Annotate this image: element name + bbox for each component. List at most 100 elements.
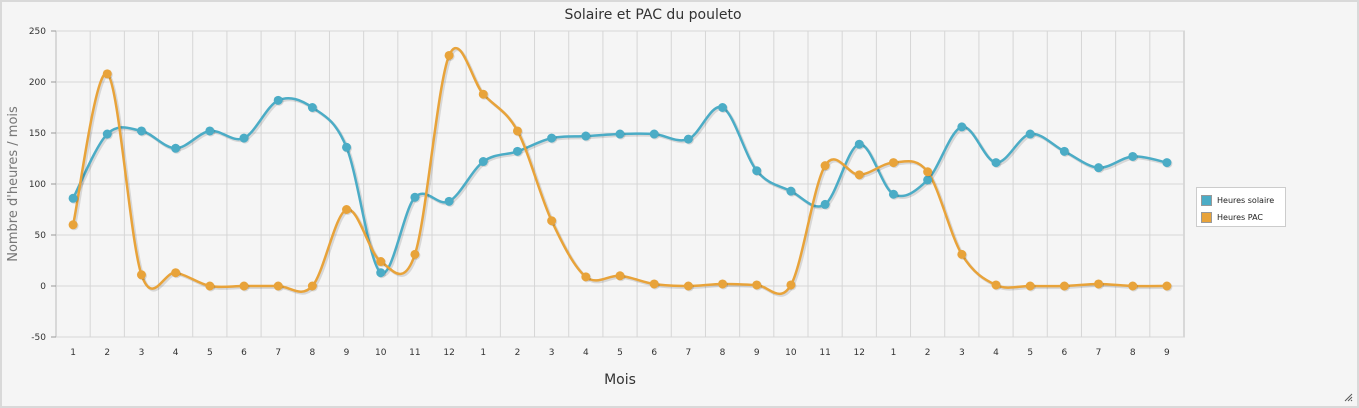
x-tick-label: 3	[959, 348, 965, 358]
x-tick-label: 12	[854, 348, 865, 358]
data-point-pac[interactable]	[854, 170, 864, 180]
data-point-pac[interactable]	[820, 161, 830, 171]
data-point-pac[interactable]	[1094, 279, 1104, 289]
data-point-pac[interactable]	[1162, 281, 1172, 291]
y-tick-label: 100	[29, 180, 46, 190]
data-point-solaire[interactable]	[273, 95, 283, 105]
data-point-solaire[interactable]	[581, 131, 591, 141]
y-axis-label: Nombre d'heures / mois	[6, 106, 21, 262]
data-point-solaire[interactable]	[1162, 158, 1172, 168]
data-point-pac[interactable]	[478, 89, 488, 99]
data-point-solaire[interactable]	[820, 199, 830, 209]
data-point-solaire[interactable]	[1059, 146, 1069, 156]
data-point-pac[interactable]	[615, 271, 625, 281]
data-point-pac[interactable]	[68, 220, 78, 230]
legend-label-pac: Heures PAC	[1217, 212, 1263, 222]
data-point-pac[interactable]	[1059, 281, 1069, 291]
data-point-pac[interactable]	[239, 281, 249, 291]
legend: Heures solaire Heures PAC	[1196, 187, 1286, 227]
y-tick-label: 200	[29, 78, 46, 88]
data-point-pac[interactable]	[102, 69, 112, 79]
chart-title: Solaire et PAC du pouleto	[564, 7, 741, 23]
data-point-pac[interactable]	[410, 249, 420, 259]
x-tick-label: 6	[1061, 348, 1067, 358]
legend-swatch-pac	[1201, 211, 1212, 223]
data-point-solaire[interactable]	[888, 189, 898, 199]
data-point-pac[interactable]	[718, 279, 728, 289]
data-point-pac[interactable]	[444, 50, 454, 60]
x-tick-label: 7	[685, 348, 691, 358]
x-tick-label: 1	[891, 348, 897, 358]
data-point-pac[interactable]	[205, 281, 215, 291]
data-point-pac[interactable]	[136, 270, 146, 280]
data-point-pac[interactable]	[752, 280, 762, 290]
data-point-solaire[interactable]	[957, 122, 967, 132]
x-tick-label: 1	[480, 348, 486, 358]
legend-item-solaire[interactable]: Heures solaire	[1201, 192, 1281, 208]
data-point-pac[interactable]	[683, 281, 693, 291]
data-point-pac[interactable]	[547, 216, 557, 226]
data-point-solaire[interactable]	[615, 129, 625, 139]
data-point-pac[interactable]	[581, 272, 591, 282]
data-point-solaire[interactable]	[136, 126, 146, 136]
x-tick-label: 9	[754, 348, 760, 358]
data-point-solaire[interactable]	[1128, 151, 1138, 161]
data-point-pac[interactable]	[1025, 281, 1035, 291]
data-point-solaire[interactable]	[649, 129, 659, 139]
data-point-solaire[interactable]	[752, 166, 762, 176]
data-point-solaire[interactable]	[854, 139, 864, 149]
x-tick-label: 2	[104, 348, 110, 358]
x-tick-label: 4	[993, 348, 999, 358]
data-point-solaire[interactable]	[376, 268, 386, 278]
x-tick-label: 10	[375, 348, 387, 358]
data-point-solaire[interactable]	[342, 142, 352, 152]
data-point-pac[interactable]	[342, 205, 352, 214]
x-tick-label: 12	[443, 348, 454, 358]
data-point-solaire[interactable]	[239, 133, 249, 143]
data-point-solaire[interactable]	[923, 175, 933, 185]
data-point-solaire[interactable]	[68, 193, 78, 203]
x-tick-label: 2	[925, 348, 931, 358]
data-point-pac[interactable]	[888, 158, 898, 168]
resize-handle-icon[interactable]	[1343, 392, 1353, 402]
data-point-pac[interactable]	[512, 126, 522, 136]
data-point-solaire[interactable]	[991, 158, 1001, 168]
x-tick-label: 9	[344, 348, 350, 358]
data-point-pac[interactable]	[649, 279, 659, 289]
data-point-pac[interactable]	[307, 281, 317, 291]
x-tick-label: 3	[139, 348, 145, 358]
legend-label-solaire: Heures solaire	[1217, 195, 1275, 205]
x-tick-label: 4	[173, 348, 179, 358]
data-point-pac[interactable]	[923, 167, 933, 177]
data-point-pac[interactable]	[1128, 281, 1138, 291]
data-point-solaire[interactable]	[102, 129, 112, 139]
data-point-solaire[interactable]	[171, 143, 181, 153]
x-tick-label: 10	[785, 348, 797, 358]
data-point-pac[interactable]	[991, 280, 1001, 290]
data-point-solaire[interactable]	[205, 126, 215, 136]
x-tick-label: 2	[515, 348, 521, 358]
data-point-pac[interactable]	[171, 268, 181, 278]
data-point-solaire[interactable]	[1025, 129, 1035, 139]
legend-item-pac[interactable]: Heures PAC	[1201, 209, 1281, 225]
data-point-pac[interactable]	[786, 280, 796, 290]
y-tick-label: 150	[29, 129, 46, 139]
x-tick-label: 7	[1096, 348, 1102, 358]
data-point-solaire[interactable]	[1094, 163, 1104, 173]
data-point-solaire[interactable]	[718, 103, 728, 112]
data-point-solaire[interactable]	[307, 103, 317, 112]
data-point-solaire[interactable]	[410, 192, 420, 202]
data-point-solaire[interactable]	[512, 146, 522, 156]
data-point-solaire[interactable]	[683, 134, 693, 144]
data-point-solaire[interactable]	[786, 186, 796, 196]
x-tick-label: 6	[651, 348, 657, 358]
x-axis-label: Mois	[604, 372, 636, 388]
data-point-solaire[interactable]	[444, 196, 454, 206]
data-point-pac[interactable]	[273, 281, 283, 291]
data-point-solaire[interactable]	[478, 157, 488, 167]
x-tick-label: 5	[1027, 348, 1033, 358]
data-point-pac[interactable]	[376, 257, 386, 267]
data-point-solaire[interactable]	[547, 133, 557, 143]
data-point-pac[interactable]	[957, 249, 967, 259]
